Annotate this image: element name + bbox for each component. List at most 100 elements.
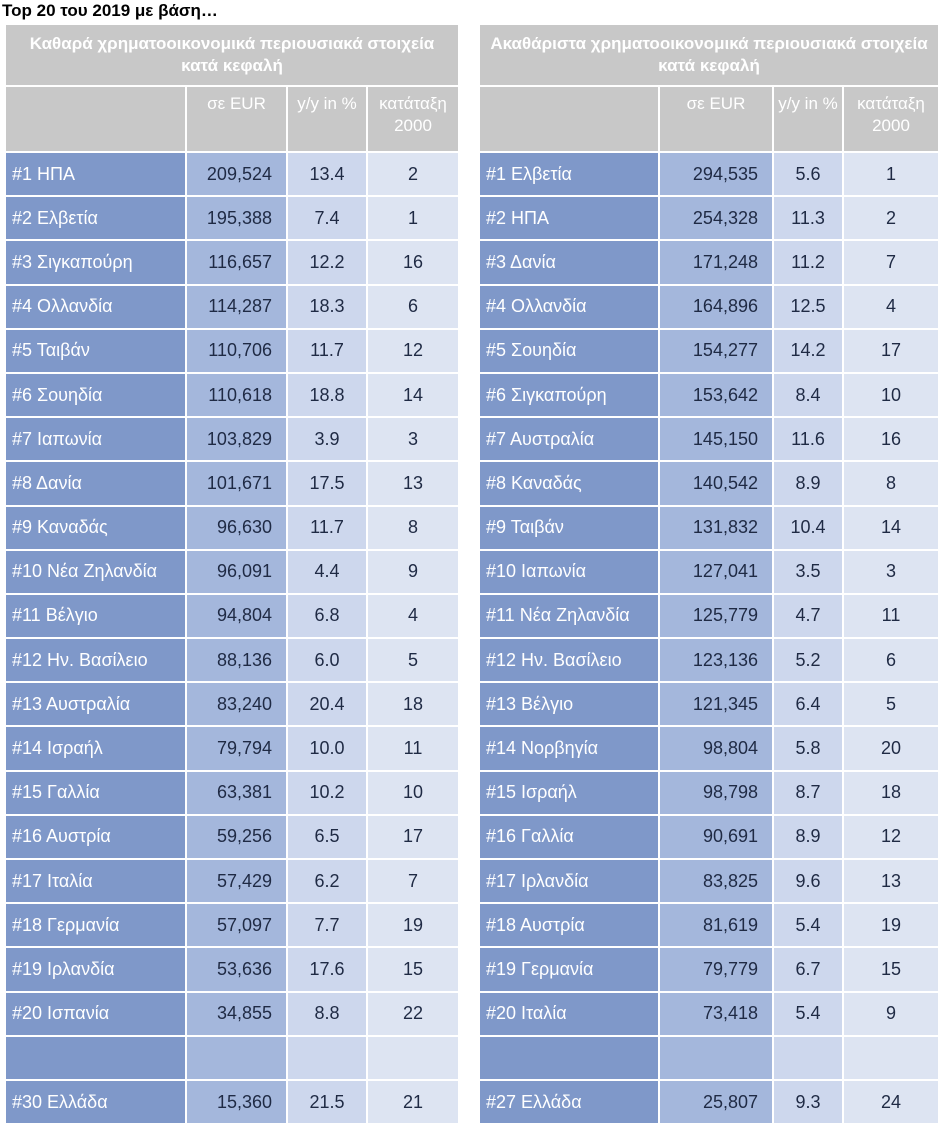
- eur-cell: 15,360: [185, 1078, 288, 1125]
- eur-cell: 98,798: [658, 769, 774, 816]
- table-row: #7 Αυστραλία 145,150 11.6 16: [478, 416, 940, 463]
- country-cell: #6 Σιγκαπούρη: [478, 371, 660, 419]
- country-cell: #19 Γερμανία: [478, 946, 660, 993]
- country-cell: #14 Ισραήλ: [4, 725, 187, 772]
- country-cell: #5 Ταιβάν: [4, 327, 187, 374]
- country-cell: #30 Ελλάδα: [4, 1078, 187, 1125]
- eur-cell: 123,136: [658, 637, 774, 684]
- table-row: #11 Βέλγιο 94,804 6.8 4: [4, 592, 460, 640]
- eur-cell: 164,896: [658, 283, 774, 330]
- rank-cell: 7: [842, 239, 940, 286]
- header-rank: κατάταξη 2000: [366, 85, 460, 153]
- country-cell: #3 Δανία: [478, 239, 660, 286]
- eur-cell: 116,657: [185, 239, 288, 286]
- rank-cell: 14: [366, 371, 460, 419]
- yy-cell: 4.7: [772, 592, 844, 640]
- table-row: #3 Δανία 171,248 11.2 7: [478, 239, 940, 286]
- eur-cell: 83,825: [658, 857, 774, 905]
- table-row: #7 Ιαπωνία 103,829 3.9 3: [4, 416, 460, 463]
- yy-cell: 10.0: [286, 725, 368, 772]
- eur-cell: 127,041: [658, 548, 774, 595]
- yy-cell: 5.8: [772, 725, 844, 772]
- eur-cell: 153,642: [658, 371, 774, 419]
- rank-cell: 12: [842, 813, 940, 861]
- eur-cell: 73,418: [658, 990, 774, 1037]
- country-cell: #8 Καναδάς: [478, 460, 660, 507]
- rank-cell: 17: [366, 813, 460, 861]
- country-cell: #10 Νέα Ζηλανδία: [4, 548, 187, 595]
- country-cell: #13 Αυστραλία: [4, 681, 187, 728]
- spacer-cell: [366, 1034, 460, 1081]
- table-row: #16 Γαλλία 90,691 8.9 12: [478, 813, 940, 861]
- yy-cell: 3.5: [772, 548, 844, 595]
- yy-cell: 11.3: [772, 195, 844, 242]
- country-cell: #18 Γερμανία: [4, 902, 187, 949]
- yy-cell: 5.2: [772, 637, 844, 684]
- yy-cell: 8.7: [772, 769, 844, 816]
- eur-cell: 25,807: [658, 1078, 774, 1125]
- country-cell: #15 Γαλλία: [4, 769, 187, 816]
- eur-cell: 171,248: [658, 239, 774, 286]
- country-cell: #4 Ολλανδία: [478, 283, 660, 330]
- table-row: #17 Ιταλία 57,429 6.2 7: [4, 857, 460, 905]
- yy-cell: 3.9: [286, 416, 368, 463]
- rank-cell: 19: [842, 902, 940, 949]
- table-row: #14 Νορβηγία 98,804 5.8 20: [478, 725, 940, 772]
- table-row: #3 Σιγκαπούρη 116,657 12.2 16: [4, 239, 460, 286]
- rank-cell: 3: [366, 416, 460, 463]
- rank-cell: 22: [366, 990, 460, 1037]
- rank-cell: 4: [366, 592, 460, 640]
- yy-cell: 6.4: [772, 681, 844, 728]
- eur-cell: 103,829: [185, 416, 288, 463]
- eur-cell: 254,328: [658, 195, 774, 242]
- yy-cell: 11.2: [772, 239, 844, 286]
- column-header-row: σε EUR y/y in % κατάταξη 2000: [478, 85, 940, 153]
- yy-cell: 8.4: [772, 371, 844, 419]
- yy-cell: 20.4: [286, 681, 368, 728]
- rank-cell: 15: [842, 946, 940, 993]
- rank-cell: 8: [842, 460, 940, 507]
- net-assets-table: Καθαρά χρηματοοικονομικά περιουσιακά στο…: [4, 23, 460, 1125]
- table-row: #9 Ταιβάν 131,832 10.4 14: [478, 504, 940, 551]
- eur-cell: 59,256: [185, 813, 288, 861]
- yy-cell: 5.4: [772, 902, 844, 949]
- country-cell: #5 Σουηδία: [478, 327, 660, 374]
- eur-cell: 88,136: [185, 637, 288, 684]
- eur-cell: 79,779: [658, 946, 774, 993]
- table-row: #19 Ιρλανδία 53,636 17.6 15: [4, 946, 460, 993]
- table-row: #13 Αυστραλία 83,240 20.4 18: [4, 681, 460, 728]
- eur-cell: 96,091: [185, 548, 288, 595]
- yy-cell: 18.8: [286, 371, 368, 419]
- rank-cell: 5: [366, 637, 460, 684]
- yy-cell: 8.8: [286, 990, 368, 1037]
- rank-cell: 20: [842, 725, 940, 772]
- country-cell: #20 Ισπανία: [4, 990, 187, 1037]
- table-row: #10 Ιαπωνία 127,041 3.5 3: [478, 548, 940, 595]
- yy-cell: 6.0: [286, 637, 368, 684]
- spacer-cell: [772, 1034, 844, 1081]
- table-row: #20 Ιταλία 73,418 5.4 9: [478, 990, 940, 1037]
- eur-cell: 294,535: [658, 150, 774, 198]
- rank-cell: 14: [842, 504, 940, 551]
- greece-row: #30 Ελλάδα 15,360 21.5 21: [4, 1078, 460, 1125]
- header-yy: y/y in %: [772, 85, 844, 153]
- spacer-cell: [658, 1034, 774, 1081]
- rank-cell: 10: [842, 371, 940, 419]
- rank-cell: 17: [842, 327, 940, 374]
- eur-cell: 145,150: [658, 416, 774, 463]
- country-cell: #1 Ελβετία: [478, 150, 660, 198]
- yy-cell: 14.2: [772, 327, 844, 374]
- table-title-row: Ακαθάριστα χρηματοοικονομικά περιουσιακά…: [478, 23, 940, 87]
- rank-cell: 16: [842, 416, 940, 463]
- country-cell: #12 Ην. Βασίλειο: [478, 637, 660, 684]
- table-row: #9 Καναδάς 96,630 11.7 8: [4, 504, 460, 551]
- country-cell: #15 Ισραήλ: [478, 769, 660, 816]
- yy-cell: 17.6: [286, 946, 368, 993]
- table-row: #20 Ισπανία 34,855 8.8 22: [4, 990, 460, 1037]
- rank-cell: 9: [842, 990, 940, 1037]
- yy-cell: 7.7: [286, 902, 368, 949]
- country-cell: #7 Αυστραλία: [478, 416, 660, 463]
- country-cell: #12 Ην. Βασίλειο: [4, 637, 187, 684]
- yy-cell: 10.2: [286, 769, 368, 816]
- table-row: #1 Ελβετία 294,535 5.6 1: [478, 150, 940, 198]
